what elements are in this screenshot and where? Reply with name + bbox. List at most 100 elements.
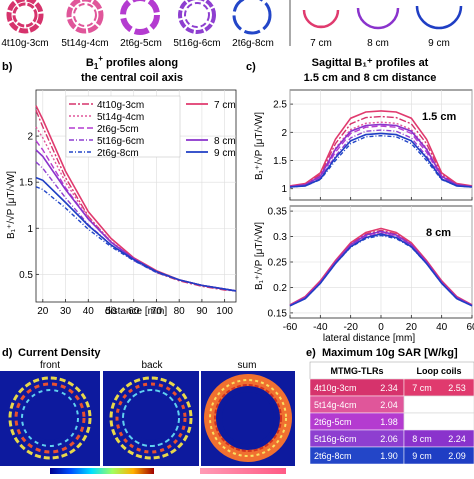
panel-d-title: Current Density	[18, 347, 101, 359]
series-line-7cm	[289, 227, 473, 306]
series-line-4t10g-3cm	[289, 229, 473, 306]
x-tick-label: 20	[406, 322, 418, 333]
loop-7cm	[302, 9, 340, 29]
x-tick-label: 30	[60, 306, 72, 317]
series-line-9cm	[289, 233, 473, 307]
series-line-8cm	[289, 123, 473, 188]
sar-coil-value: 1.90	[380, 451, 398, 461]
x-tick-label: 90	[196, 306, 208, 317]
panel-b-legend-left: 4t10g-3cm 5t14g-4cm 2t6g-5cm 5t16g-6cm 2…	[65, 95, 181, 159]
sar-coil-value: 2.34	[380, 383, 398, 393]
x-tick-label: -60	[283, 322, 298, 333]
sar-table: MTMG-TLRs Loop coils 4t10g-3cm 2.34 7 cm 2.53…	[309, 361, 474, 465]
panel-c-label-top: 1.5 cm	[422, 111, 456, 123]
panel-c-ylabel-bottom: B₁⁺/√P [μT/√W]	[253, 222, 265, 290]
panel-c-bottom-axes: 0.15 0.2 0.25 0.3 0.35 -60 -40 -20 0 20 40 60	[268, 205, 474, 333]
sar-row-loop	[403, 446, 474, 465]
current-map-back	[103, 371, 199, 466]
y-tick-label: 0.2	[273, 283, 287, 294]
legend-text-4t10g: 4t10g-3cm	[97, 100, 144, 111]
coil-label-2: 5t14g-4cm	[61, 38, 108, 49]
sar-coil-name: 2t6g-5cm	[314, 417, 352, 427]
panel-e-tag: e)	[306, 347, 316, 359]
sar-coil-value: 2.04	[380, 400, 398, 410]
panel-d-label-sum: sum	[238, 360, 257, 371]
loop-label-1: 7 cm	[310, 38, 332, 49]
panel-e-title: Maximum 10g SAR [W/kg]	[322, 347, 458, 359]
y-tick-label: 0.15	[268, 308, 288, 319]
panel-c-ylabel-top: B₁⁺/√P [μT/√W]	[253, 112, 265, 180]
legend-text-5t14g: 5t14g-4cm	[97, 112, 144, 123]
legend-text-7cm: 7 cm	[214, 100, 236, 111]
sar-loop-name: 9 cm	[412, 451, 432, 461]
panel-b-title-line1: B1+ profiles along	[86, 54, 178, 71]
panel-c-top-axes: 1 1.5 2 2.5	[273, 89, 473, 201]
sar-loop-name: 8 cm	[412, 434, 432, 444]
panel-d-tag: d)	[2, 347, 13, 359]
y-tick-label: 0.3	[273, 232, 287, 243]
legend-text-2t6g5: 2t6g-5cm	[97, 124, 139, 135]
panel-b-legend-right: 7 cm 8 cm 9 cm	[186, 100, 236, 159]
y-tick-label: 1	[27, 224, 33, 235]
panel-c-tag: c)	[246, 61, 256, 73]
legend-left-box	[65, 95, 181, 158]
panel-b: b) B1+ profiles along the central coil a…	[2, 54, 237, 317]
panel-b-title-rest: profiles along	[103, 57, 178, 69]
sar-coil-name: 4t10g-3cm	[314, 383, 357, 393]
panel-b-xlabel: distance [mm]	[105, 306, 167, 317]
sar-loop-value: 2.24	[448, 434, 466, 444]
panel-c-title-line1: Sagittal B₁⁺ profiles at	[312, 57, 429, 69]
loop-9cm	[415, 5, 463, 30]
legend-text-2t6g8: 2t6g-8cm	[97, 148, 139, 159]
panel-c-title-line2: 1.5 cm and 8 cm distance	[304, 72, 437, 84]
colorbar-sum	[200, 468, 286, 474]
x-tick-label: 80	[174, 306, 186, 317]
series-line-4t10g-3cm	[35, 110, 237, 292]
y-tick-label: 0.5	[19, 270, 33, 281]
y-tick-label: 1	[281, 184, 287, 195]
sar-loop-value: 2.09	[448, 451, 466, 461]
sar-header-loops: Loop coils	[417, 366, 462, 376]
series-line-7cm	[289, 110, 473, 187]
sar-coil-name: 5t14g-4cm	[314, 400, 357, 410]
x-tick-label: 0	[378, 322, 384, 333]
loop-8cm	[356, 7, 400, 30]
panel-d-label-back: back	[141, 360, 163, 371]
x-tick-label: 100	[216, 306, 233, 317]
panel-b-title-b: B	[86, 57, 94, 69]
panel-b-tag: b)	[2, 61, 13, 73]
x-tick-label: 70	[151, 306, 163, 317]
panel-c: c) Sagittal B₁⁺ profiles at 1.5 cm and 8…	[246, 57, 474, 344]
sar-header-tlrs: MTMG-TLRs	[331, 366, 384, 376]
coil-label-3: 2t6g-5cm	[120, 38, 162, 49]
legend-text-8cm: 8 cm	[214, 136, 236, 147]
panel-d: d) Current Density front back sum	[0, 347, 295, 474]
x-tick-label: 40	[83, 306, 95, 317]
x-tick-label: 60	[128, 306, 140, 317]
loop-label-2: 8 cm	[367, 38, 389, 49]
x-tick-label: -20	[343, 322, 358, 333]
x-tick-label: 50	[105, 306, 117, 317]
panel-e: e) Maximum 10g SAR [W/kg] MTMG-TLRs Loop …	[306, 347, 474, 465]
series-line-9cm	[35, 176, 237, 292]
coil-2t6g-5cm	[120, 0, 160, 35]
current-map-front	[0, 371, 100, 466]
panel-d-label-front: front	[40, 360, 60, 371]
sar-row-loop	[403, 395, 474, 414]
y-tick-label: 0.25	[268, 258, 288, 269]
x-tick-label: 60	[466, 322, 474, 333]
y-tick-label: 1.5	[273, 156, 287, 167]
x-tick-label: 40	[436, 322, 448, 333]
panel-b-title-sub: 1	[94, 62, 99, 71]
y-tick-label: 2	[281, 128, 287, 139]
current-map-sum	[201, 371, 295, 466]
loop-label-3: 9 cm	[428, 38, 450, 49]
legend-text-9cm: 9 cm	[214, 148, 236, 159]
legend-text-5t16g: 5t16g-6cm	[97, 136, 144, 147]
sar-loop-name: 7 cm	[412, 383, 432, 393]
sar-coil-name: 2t6g-8cm	[314, 451, 352, 461]
coil-label-1: 4t10g-3cm	[1, 38, 48, 49]
x-tick-label: -40	[313, 322, 328, 333]
sar-coil-value: 1.98	[380, 417, 398, 427]
